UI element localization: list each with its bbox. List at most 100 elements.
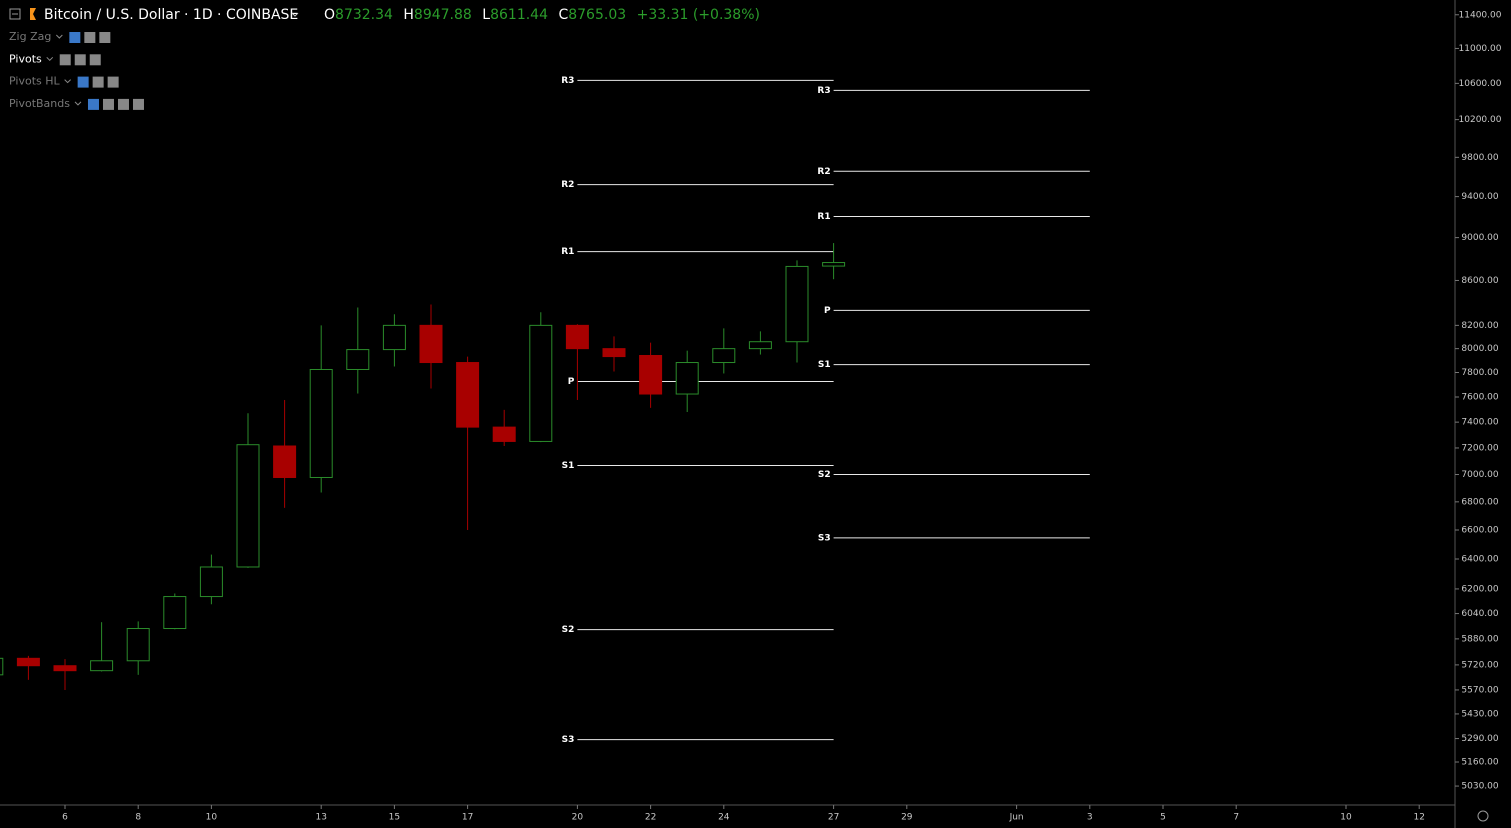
y-tick-label: 8000.00 bbox=[1461, 344, 1498, 354]
candle-body bbox=[602, 348, 626, 358]
x-tick-label: 29 bbox=[901, 813, 913, 823]
y-tick-label: 5880.00 bbox=[1461, 634, 1498, 644]
pivot-label: P bbox=[824, 306, 831, 316]
x-tick-label: Jun bbox=[1009, 813, 1024, 823]
indicator-button[interactable] bbox=[99, 32, 111, 43]
pivot-label: S1 bbox=[562, 461, 575, 471]
candle-body bbox=[675, 362, 699, 395]
x-tick-label: 10 bbox=[1340, 813, 1352, 823]
candle-body bbox=[53, 665, 77, 672]
pivot-label: S2 bbox=[818, 470, 831, 480]
indicator-button[interactable] bbox=[84, 32, 96, 43]
x-tick-label: 13 bbox=[315, 813, 326, 823]
settings-icon[interactable] bbox=[1477, 810, 1489, 822]
candle-body bbox=[163, 596, 187, 630]
x-tick-label: 12 bbox=[1413, 813, 1424, 823]
x-tick-label: 22 bbox=[645, 813, 656, 823]
y-tick-label: 10200.00 bbox=[1459, 115, 1502, 125]
y-tick-label: 5720.00 bbox=[1461, 660, 1498, 670]
dropdown-icon bbox=[46, 56, 54, 62]
ohlc-value: 8732.34 bbox=[335, 7, 393, 23]
candle-body bbox=[785, 265, 809, 343]
y-tick-label: 5160.00 bbox=[1461, 758, 1498, 768]
indicator-label[interactable]: Zig Zag bbox=[9, 30, 51, 43]
y-tick-label: 6600.00 bbox=[1461, 525, 1498, 535]
x-tick-label: 8 bbox=[135, 813, 141, 823]
ohlc-letter: O bbox=[324, 7, 335, 23]
y-tick-label: 7600.00 bbox=[1461, 392, 1498, 402]
indicator-button[interactable] bbox=[102, 98, 114, 110]
y-tick-label: 8600.00 bbox=[1461, 276, 1498, 286]
indicator-button[interactable] bbox=[77, 76, 89, 88]
candle-body bbox=[529, 324, 553, 442]
indicator-label[interactable]: PivotBands bbox=[9, 97, 70, 110]
indicator-button[interactable] bbox=[59, 54, 71, 66]
pivot-label: R3 bbox=[561, 76, 574, 86]
y-tick-label: 6400.00 bbox=[1461, 554, 1498, 564]
y-tick-label: 11400.00 bbox=[1459, 10, 1502, 20]
candle-body bbox=[0, 657, 4, 676]
ohlc-value: 8947.88 bbox=[414, 7, 472, 23]
candle-body bbox=[346, 349, 370, 370]
candle-body bbox=[16, 657, 40, 667]
candle-body bbox=[199, 566, 223, 598]
dropdown-icon bbox=[74, 101, 82, 106]
y-tick-label: 5430.00 bbox=[1461, 709, 1498, 719]
indicator-button[interactable] bbox=[117, 98, 129, 110]
x-tick-label: 5 bbox=[1160, 813, 1166, 823]
indicator-button[interactable] bbox=[74, 54, 86, 66]
x-tick-label: 3 bbox=[1087, 813, 1093, 823]
candle-body bbox=[382, 324, 406, 351]
header: Bitcoin / U.S. Dollar · 1D · COINBASE O8… bbox=[9, 7, 760, 23]
y-tick-label: 6800.00 bbox=[1461, 497, 1498, 507]
pivot-label: P bbox=[568, 377, 575, 387]
dropdown-icon[interactable] bbox=[291, 12, 299, 17]
y-tick-label: 8200.00 bbox=[1461, 321, 1498, 331]
y-tick-label: 11000.00 bbox=[1459, 44, 1502, 54]
y-tick-label: 5290.00 bbox=[1461, 734, 1498, 744]
y-tick-label: 6040.00 bbox=[1461, 609, 1498, 619]
candle-body bbox=[456, 362, 480, 428]
y-tick-label: 6200.00 bbox=[1461, 584, 1498, 594]
pivot-label: S3 bbox=[562, 735, 575, 745]
symbol-icon bbox=[30, 8, 36, 20]
x-tick-label: 6 bbox=[62, 813, 68, 823]
indicator-button[interactable] bbox=[92, 76, 104, 88]
candle-body bbox=[639, 355, 663, 395]
indicator-label[interactable]: Pivots HL bbox=[9, 75, 60, 88]
candle-body bbox=[565, 324, 589, 350]
x-tick-label: 17 bbox=[462, 813, 473, 823]
pivot-label: S2 bbox=[562, 625, 575, 635]
indicator-list: Zig Zag Pivots Pivots HL PivotBands bbox=[9, 30, 144, 110]
dropdown-icon bbox=[55, 34, 63, 39]
x-tick-label: 7 bbox=[1233, 813, 1239, 823]
pivot-label: S3 bbox=[818, 533, 831, 543]
y-tick-label: 9400.00 bbox=[1461, 192, 1498, 202]
ohlc-letter: H bbox=[403, 7, 414, 23]
candle-body bbox=[492, 426, 516, 442]
y-tick-label: 7000.00 bbox=[1461, 470, 1498, 480]
candle-body bbox=[90, 660, 114, 672]
candle-body bbox=[126, 628, 150, 662]
candle-body bbox=[309, 368, 333, 478]
y-tick-label: 7800.00 bbox=[1461, 368, 1498, 378]
ohlc-readout: O8732.34 H8947.88 L8611.44 C8765.03 +33.… bbox=[324, 7, 760, 23]
indicator-button[interactable] bbox=[69, 32, 81, 43]
candle-body bbox=[419, 324, 443, 364]
y-tick-label: 5030.00 bbox=[1461, 782, 1498, 792]
x-tick-label: 20 bbox=[572, 813, 584, 823]
indicator-label[interactable]: Pivots bbox=[9, 52, 42, 65]
collapse-icon[interactable] bbox=[9, 8, 21, 20]
pivot-label: R2 bbox=[561, 180, 574, 190]
y-tick-label: 10600.00 bbox=[1459, 79, 1502, 89]
symbol-title[interactable]: Bitcoin / U.S. Dollar · 1D · COINBASE bbox=[44, 7, 298, 23]
candle-body bbox=[822, 262, 846, 267]
indicator-button[interactable] bbox=[87, 98, 99, 110]
indicator-button[interactable] bbox=[89, 54, 101, 66]
indicator-button[interactable] bbox=[132, 98, 144, 110]
ohlc-letter: L bbox=[482, 7, 490, 23]
indicator-button[interactable] bbox=[107, 76, 119, 88]
